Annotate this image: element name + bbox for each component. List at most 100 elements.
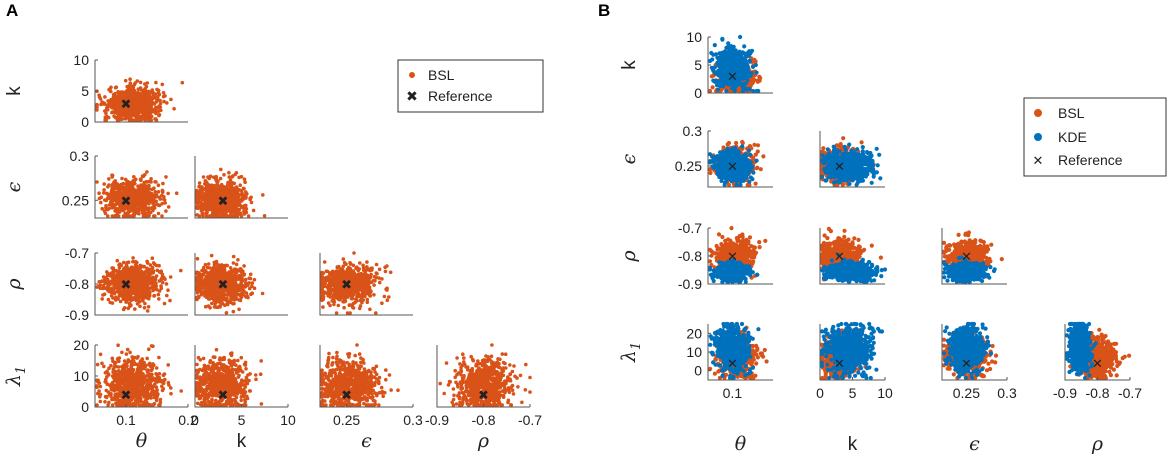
data-point — [241, 197, 245, 201]
data-point — [114, 85, 119, 89]
data-point — [224, 311, 229, 315]
data-point — [249, 292, 253, 297]
data-point — [103, 286, 108, 291]
reference-marker: ✖ — [121, 193, 132, 208]
data-point — [219, 291, 224, 296]
data-point — [358, 304, 363, 308]
data-point — [147, 213, 151, 218]
data-point — [110, 204, 115, 208]
data-point — [132, 384, 137, 389]
data-point — [196, 206, 201, 210]
data-point — [216, 179, 220, 183]
data-point — [207, 297, 212, 301]
data-point — [149, 368, 154, 372]
data-point — [122, 90, 127, 95]
data-point — [95, 108, 99, 112]
data-point — [152, 214, 156, 218]
data-point — [210, 301, 214, 306]
data-point — [328, 285, 332, 290]
data-point — [140, 205, 145, 210]
reference-marker: ✖ — [121, 388, 132, 403]
data-point — [147, 186, 151, 191]
data-point — [142, 264, 147, 269]
data-point — [133, 398, 138, 403]
data-point — [155, 87, 159, 92]
y-tick-label: -0.8 — [65, 276, 89, 292]
data-point — [262, 214, 267, 218]
data-point — [350, 305, 355, 310]
data-point — [320, 298, 324, 303]
data-point — [128, 209, 132, 213]
data-point — [248, 272, 253, 277]
data-point — [116, 102, 121, 107]
data-point — [130, 376, 135, 380]
data-point — [120, 364, 124, 369]
data-point — [227, 270, 231, 274]
data-point — [99, 102, 103, 107]
data-point — [142, 106, 147, 111]
data-point — [145, 309, 150, 313]
data-point — [132, 96, 136, 101]
data-point — [243, 180, 247, 184]
row-label-epsilon: ϵ — [3, 181, 25, 192]
data-point — [211, 294, 216, 299]
data-point — [166, 191, 170, 196]
data-point — [111, 386, 115, 391]
data-point — [137, 377, 141, 382]
data-point — [133, 307, 137, 311]
data-point — [240, 192, 245, 197]
cell-a-epsilon-vs-k: ✖ — [194, 156, 288, 219]
data-point — [157, 113, 161, 118]
data-point — [109, 280, 113, 284]
data-point — [132, 283, 137, 288]
data-point — [363, 279, 368, 283]
data-point — [132, 207, 136, 212]
panel-a-label: A — [6, 1, 18, 20]
data-point — [122, 359, 127, 363]
data-point — [117, 356, 122, 360]
data-point — [368, 307, 372, 312]
data-point — [214, 267, 218, 271]
data-point — [103, 400, 107, 404]
data-point — [160, 82, 165, 87]
row-label-rho: ρ — [3, 278, 25, 291]
data-point — [244, 190, 248, 194]
data-point — [143, 301, 147, 306]
data-point — [131, 256, 135, 260]
data-point — [141, 183, 145, 188]
data-point — [201, 175, 206, 179]
data-point — [132, 106, 136, 111]
data-point — [145, 259, 149, 264]
data-point — [102, 364, 106, 369]
data-point — [120, 176, 124, 181]
data-point — [152, 395, 157, 400]
data-point — [155, 98, 159, 103]
data-point — [169, 386, 173, 390]
col-label-theta: θ — [136, 430, 148, 452]
data-point — [141, 380, 146, 385]
data-point — [100, 297, 104, 301]
data-point — [142, 188, 146, 193]
data-point — [218, 208, 223, 213]
data-point — [199, 291, 204, 295]
data-point — [348, 311, 352, 315]
data-point — [117, 291, 122, 296]
data-point — [199, 201, 204, 205]
data-point — [150, 195, 155, 200]
data-point — [222, 297, 227, 302]
data-point — [134, 110, 139, 114]
data-point — [341, 264, 346, 269]
data-point — [336, 297, 341, 301]
data-point — [152, 262, 157, 267]
data-point — [118, 96, 122, 101]
data-point — [205, 180, 209, 185]
data-point — [140, 357, 145, 361]
data-point — [146, 305, 151, 309]
data-point — [98, 399, 103, 404]
data-point — [157, 289, 162, 293]
data-point — [106, 403, 110, 407]
data-point — [96, 379, 100, 384]
data-point — [324, 275, 329, 280]
data-point — [102, 292, 107, 297]
